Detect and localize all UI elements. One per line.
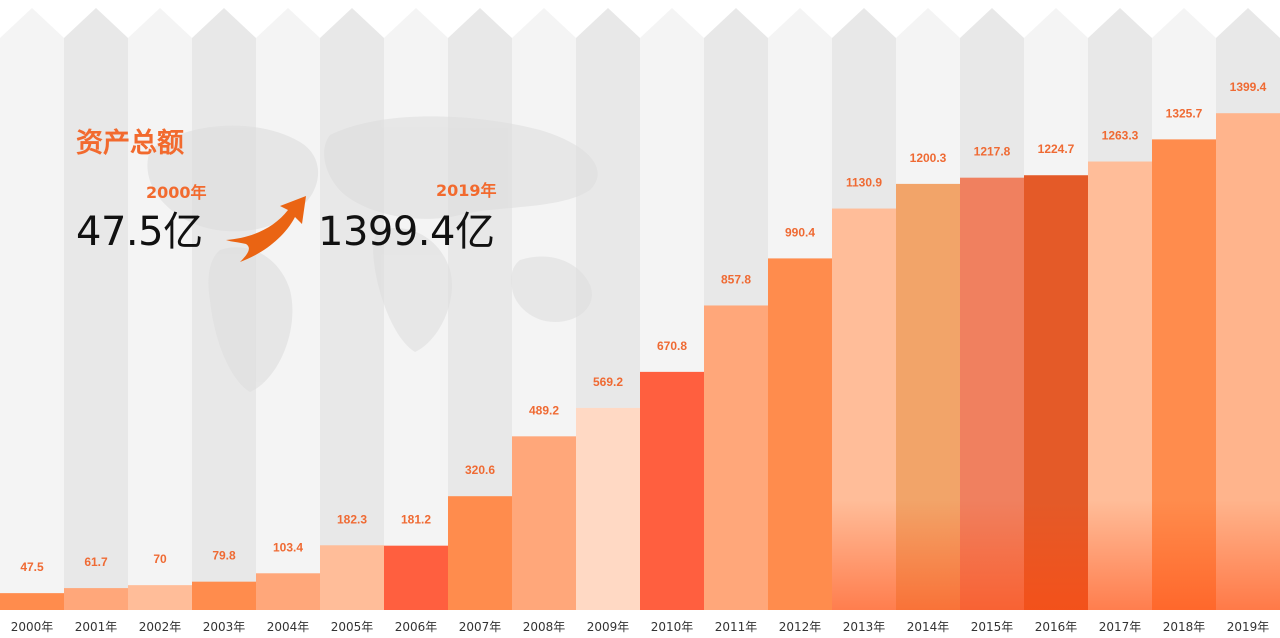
x-tick-label: 2014年 bbox=[907, 620, 950, 634]
value-label: 670.8 bbox=[657, 339, 687, 353]
x-tick-label: 2007年 bbox=[459, 620, 502, 634]
value-label: 70 bbox=[153, 552, 167, 566]
bar bbox=[640, 371, 704, 610]
x-tick-label: 2009年 bbox=[587, 620, 630, 634]
x-tick-label: 2011年 bbox=[715, 620, 758, 634]
x-tick-label: 2005年 bbox=[331, 620, 374, 634]
column-background bbox=[0, 8, 64, 610]
value-label: 79.8 bbox=[212, 549, 236, 563]
value-label: 1217.8 bbox=[974, 145, 1011, 159]
bar-glow bbox=[1152, 500, 1216, 610]
bar bbox=[768, 258, 832, 610]
bar bbox=[512, 436, 576, 610]
value-label: 181.2 bbox=[401, 513, 431, 527]
column-background bbox=[64, 8, 128, 610]
bar-glow bbox=[1216, 500, 1280, 610]
bar-glow bbox=[1024, 500, 1088, 610]
value-label: 569.2 bbox=[593, 375, 623, 389]
column-background bbox=[128, 8, 192, 610]
bar bbox=[384, 545, 448, 610]
bar-glow bbox=[960, 500, 1024, 610]
value-label: 61.7 bbox=[84, 555, 108, 569]
bar bbox=[256, 573, 320, 610]
bar bbox=[448, 496, 512, 610]
x-tick-label: 2019年 bbox=[1227, 620, 1270, 634]
x-axis-labels: 2000年 2001年 2002年 2003年 2004年 2005年 2006年 2007年… bbox=[11, 620, 1270, 634]
value-label: 103.4 bbox=[273, 540, 303, 554]
value-labels: 47.5 61.7 70 79.8 103.4 182.3 181.2 320.6 489.2 5… bbox=[20, 80, 1266, 574]
value-label: 320.6 bbox=[465, 463, 495, 477]
value-label: 1224.7 bbox=[1038, 142, 1075, 156]
value-label: 1200.3 bbox=[910, 151, 947, 165]
x-tick-label: 2004年 bbox=[267, 620, 310, 634]
x-tick-label: 2002年 bbox=[139, 620, 182, 634]
x-tick-label: 2016年 bbox=[1035, 620, 1078, 634]
bar bbox=[0, 593, 64, 610]
x-tick-label: 2003年 bbox=[203, 620, 246, 634]
value-label: 1263.3 bbox=[1102, 129, 1139, 143]
value-label: 182.3 bbox=[337, 512, 367, 526]
bar bbox=[320, 545, 384, 610]
x-tick-label: 2000年 bbox=[11, 620, 54, 634]
x-tick-label: 2013年 bbox=[843, 620, 886, 634]
value-label: 1130.9 bbox=[846, 176, 882, 190]
bar bbox=[192, 581, 256, 610]
x-tick-label: 2015年 bbox=[971, 620, 1014, 634]
value-label: 47.5 bbox=[20, 560, 44, 574]
bar-glow bbox=[832, 500, 896, 610]
x-tick-label: 2006年 bbox=[395, 620, 438, 634]
bar bbox=[576, 407, 640, 610]
x-tick-label: 2001年 bbox=[75, 620, 118, 634]
x-tick-label: 2018年 bbox=[1163, 620, 1206, 634]
value-label: 857.8 bbox=[721, 272, 751, 286]
x-tick-label: 2010年 bbox=[651, 620, 694, 634]
x-tick-label: 2008年 bbox=[523, 620, 566, 634]
bar-glow bbox=[896, 500, 960, 610]
bar bbox=[128, 585, 192, 610]
bar bbox=[704, 305, 768, 610]
x-tick-label: 2017年 bbox=[1099, 620, 1142, 634]
value-label: 990.4 bbox=[785, 225, 815, 239]
bars bbox=[0, 113, 1280, 610]
value-label: 489.2 bbox=[529, 403, 559, 417]
bar bbox=[64, 588, 128, 610]
x-tick-label: 2012年 bbox=[779, 620, 822, 634]
bar-glow bbox=[1088, 500, 1152, 610]
value-label: 1399.4 bbox=[1230, 80, 1267, 94]
value-label: 1325.7 bbox=[1166, 106, 1203, 120]
